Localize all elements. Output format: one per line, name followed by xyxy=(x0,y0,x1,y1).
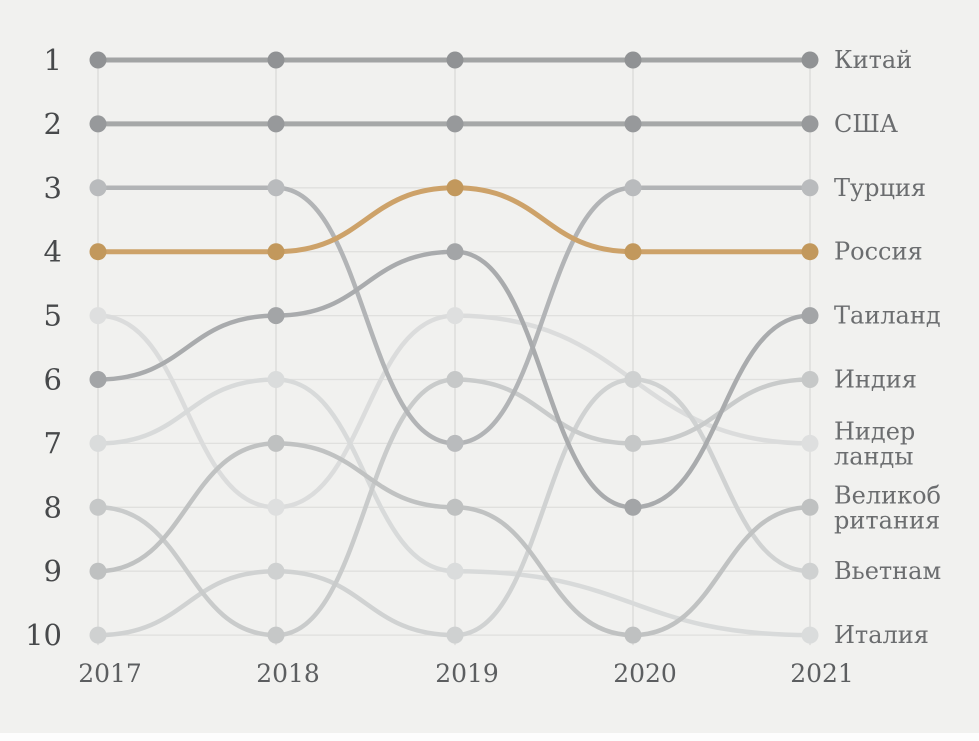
point-Турция-2020[interactable] xyxy=(624,179,642,197)
series-Нидерланды: Нидер ланды xyxy=(89,307,915,516)
series-label-Великобритания[interactable]: Великоб ритания xyxy=(834,481,941,534)
point-Таиланд-2020[interactable] xyxy=(624,498,642,516)
point-Таиланд-2017[interactable] xyxy=(89,371,107,388)
series-label-Китай[interactable]: Китай xyxy=(834,46,912,74)
year-tick-2019: 2019 xyxy=(435,659,499,688)
series-label-Италия[interactable]: Италия xyxy=(834,621,929,649)
point-Индия-2020[interactable] xyxy=(624,434,642,452)
point-Таиланд-2018[interactable] xyxy=(267,307,285,325)
point-Турция-2017[interactable] xyxy=(89,179,107,197)
rank-tick-7: 7 xyxy=(44,426,62,460)
year-tick-2020: 2020 xyxy=(613,659,677,688)
series-line-Таиланд[interactable] xyxy=(95,249,813,510)
point-Вьетнам-2018[interactable] xyxy=(267,562,285,580)
bottom-strip xyxy=(0,733,979,741)
series-Вьетнам: Вьетнам xyxy=(89,371,941,644)
series-line-Великобритания[interactable] xyxy=(95,441,813,638)
rank-tick-1: 1 xyxy=(44,43,62,77)
point-США-2019[interactable] xyxy=(446,115,464,133)
series-label-Индия[interactable]: Индия xyxy=(834,366,917,394)
series-label-Таиланд[interactable]: Таиланд xyxy=(834,302,941,330)
point-Вьетнам-2020[interactable] xyxy=(624,371,642,388)
point-Турция-2021[interactable] xyxy=(801,179,819,197)
series-label-Вьетнам[interactable]: Вьетнам xyxy=(834,557,941,585)
point-Россия-2018[interactable] xyxy=(267,243,285,261)
rank-tick-10: 10 xyxy=(25,618,62,652)
point-Россия-2020[interactable] xyxy=(624,243,642,261)
point-Таиланд-2021[interactable] xyxy=(801,307,819,325)
point-США-2017[interactable] xyxy=(89,115,107,133)
rank-tick-6: 6 xyxy=(44,363,62,397)
point-Италия-2019[interactable] xyxy=(446,562,464,580)
point-Великобритания-2018[interactable] xyxy=(267,434,285,452)
year-tick-2017: 2017 xyxy=(78,659,142,688)
series-line-Индия[interactable] xyxy=(95,377,813,638)
point-Индия-2018[interactable] xyxy=(267,626,285,644)
series-Турция: Турция xyxy=(89,174,926,452)
point-Россия-2019[interactable] xyxy=(446,179,464,197)
point-Нидерланды-2019[interactable] xyxy=(446,307,464,325)
series-line-Нидерланды[interactable] xyxy=(95,313,813,510)
point-Китай-2017[interactable] xyxy=(89,51,107,69)
series-Италия: Италия xyxy=(89,371,929,649)
point-Вьетнам-2021[interactable] xyxy=(801,562,819,580)
year-tick-2021: 2021 xyxy=(790,659,854,688)
series-Россия: Россия xyxy=(89,179,923,266)
point-Нидерланды-2017[interactable] xyxy=(89,307,107,325)
point-Турция-2019[interactable] xyxy=(446,434,464,452)
series-line-Вьетнам[interactable] xyxy=(95,377,813,638)
series-label-Россия[interactable]: Россия xyxy=(834,238,923,266)
series-label-США[interactable]: США xyxy=(834,110,898,138)
point-Великобритания-2019[interactable] xyxy=(446,498,464,516)
series-США: США xyxy=(89,110,898,138)
rank-tick-5: 5 xyxy=(44,299,62,333)
point-Великобритания-2021[interactable] xyxy=(801,498,819,516)
point-Великобритания-2017[interactable] xyxy=(89,562,107,580)
point-США-2018[interactable] xyxy=(267,115,285,133)
point-Нидерланды-2018[interactable] xyxy=(267,498,285,516)
series-Китай: Китай xyxy=(89,46,912,74)
year-tick-2018: 2018 xyxy=(256,659,320,688)
series-Великобритания: Великоб ритания xyxy=(89,434,941,644)
point-Россия-2021[interactable] xyxy=(801,243,819,261)
point-Вьетнам-2017[interactable] xyxy=(89,626,107,644)
point-Италия-2021[interactable] xyxy=(801,626,819,644)
point-Вьетнам-2019[interactable] xyxy=(446,626,464,644)
series-line-Россия[interactable] xyxy=(95,185,813,255)
series-label-Нидерланды[interactable]: Нидер ланды xyxy=(834,417,915,470)
point-США-2021[interactable] xyxy=(801,115,819,133)
point-Италия-2018[interactable] xyxy=(267,371,285,388)
point-Китай-2018[interactable] xyxy=(267,51,285,69)
point-Россия-2017[interactable] xyxy=(89,243,107,261)
point-Китай-2020[interactable] xyxy=(624,51,642,69)
point-США-2020[interactable] xyxy=(624,115,642,133)
point-Индия-2019[interactable] xyxy=(446,371,464,388)
point-Китай-2019[interactable] xyxy=(446,51,464,69)
rank-tick-3: 3 xyxy=(44,171,62,205)
series-Индия: Индия xyxy=(89,366,917,644)
rank-tick-8: 8 xyxy=(44,490,62,524)
point-Индия-2017[interactable] xyxy=(89,498,107,516)
rank-tick-2: 2 xyxy=(44,107,62,141)
rank-tick-4: 4 xyxy=(44,235,62,269)
point-Великобритания-2020[interactable] xyxy=(624,626,642,644)
series-label-Турция[interactable]: Турция xyxy=(834,174,926,202)
point-Таиланд-2019[interactable] xyxy=(446,243,464,261)
series-Таиланд: Таиланд xyxy=(89,243,941,516)
rank-tick-9: 9 xyxy=(44,554,62,588)
point-Нидерланды-2021[interactable] xyxy=(801,434,819,452)
point-Италия-2017[interactable] xyxy=(89,434,107,452)
point-Турция-2018[interactable] xyxy=(267,179,285,197)
point-Китай-2021[interactable] xyxy=(801,51,819,69)
point-Индия-2021[interactable] xyxy=(801,371,819,388)
series-line-Италия[interactable] xyxy=(95,377,813,638)
